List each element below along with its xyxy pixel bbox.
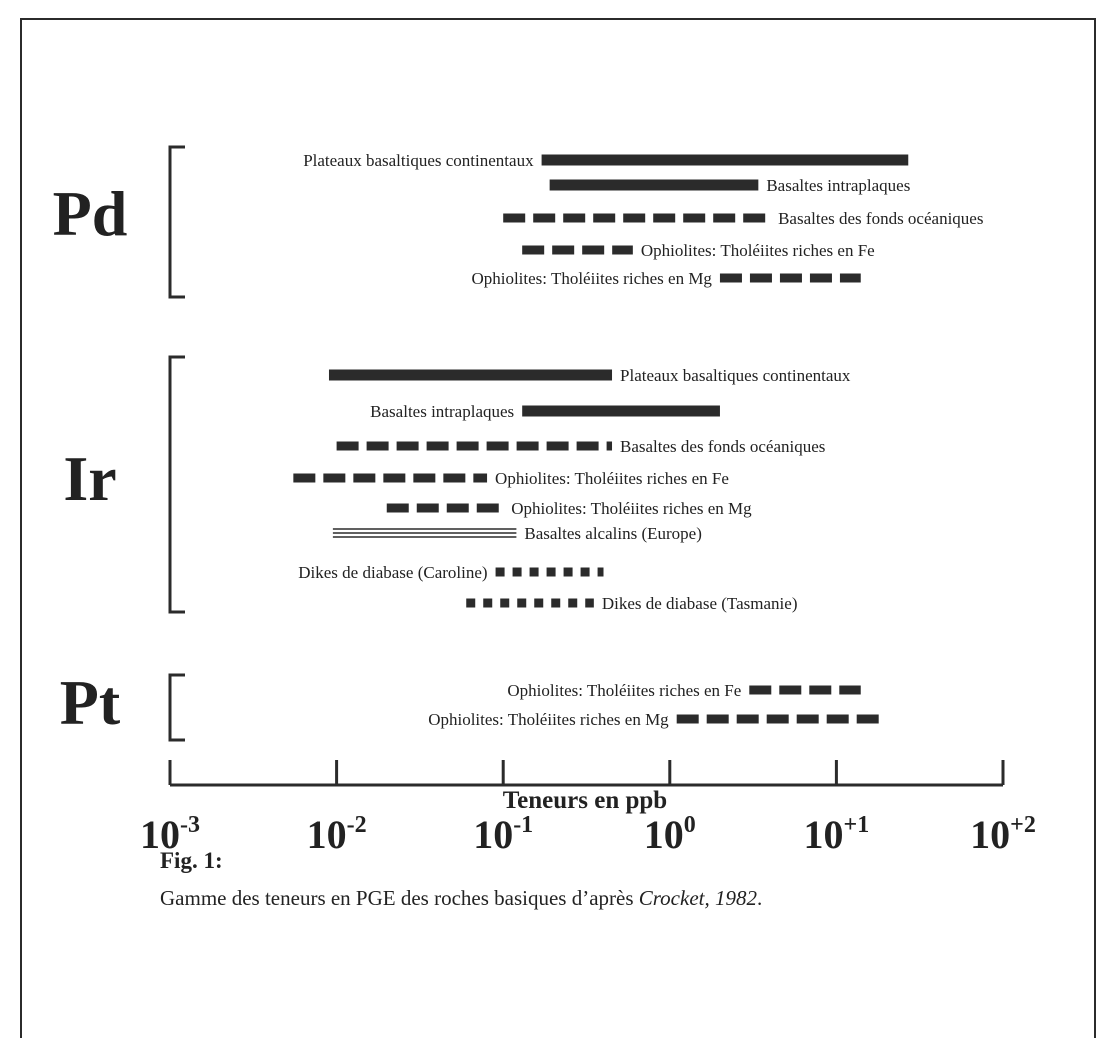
x-tick-label: 10+1 (804, 812, 870, 857)
caption-end: . (757, 886, 762, 910)
figure-title: Fig. 1: (160, 848, 223, 873)
range-label-pd-ophiolites-tholeiites-riches-en-fe: Ophiolites: Tholéiites riches en Fe (641, 241, 875, 260)
x-tick-label: 100 (644, 812, 696, 857)
range-label-ir-basaltes-alcalins-europe: Basaltes alcalins (Europe) (524, 524, 702, 543)
bracket-ir (168, 355, 185, 614)
x-axis-title: Teneurs en ppb (503, 787, 667, 814)
range-label-pd-ophiolites-tholeiites-riches-en-mg: Ophiolites: Tholéiites riches en Mg (471, 269, 712, 288)
group-label-pd: Pd (53, 178, 128, 249)
range-label-ir-basaltes-intraplaques: Basaltes intraplaques (370, 402, 514, 421)
range-label-pd-basaltes-intraplaques: Basaltes intraplaques (766, 176, 910, 195)
range-label-pt-ophiolites-tholeiites-riches-en-fe: Ophiolites: Tholéiites riches en Fe (507, 681, 741, 700)
figure-caption: Gamme des teneurs en PGE des roches basi… (160, 886, 762, 910)
range-label-ir-dikes-de-diabase-tasmanie: Dikes de diabase (Tasmanie) (602, 594, 798, 613)
x-tick-label: 10-1 (473, 812, 533, 857)
range-label-pd-plateaux-basaltiques-continentaux: Plateaux basaltiques continentaux (303, 151, 534, 170)
range-label-ir-ophiolites-tholeiites-riches-en-mg: Ophiolites: Tholéiites riches en Mg (511, 499, 752, 518)
figure-frame (20, 18, 1096, 1038)
range-label-ir-dikes-de-diabase-caroline: Dikes de diabase (Caroline) (298, 563, 487, 582)
group-label-ir: Ir (63, 443, 116, 514)
caption-text: Gamme des teneurs en PGE des roches basi… (160, 886, 639, 910)
bracket-pt (168, 673, 185, 742)
x-tick-label: 10-2 (307, 812, 367, 857)
range-label-ir-basaltes-des-fonds-oceaniques: Basaltes des fonds océaniques (620, 437, 825, 456)
bracket-pd (168, 145, 185, 299)
x-tick-labels: 10-3 10-2 10-1 100 10+1 10+2 (140, 812, 1036, 857)
range-bars (293, 154, 909, 724)
range-bar-ir-basaltes-alcalins-europe (332, 528, 517, 538)
range-labels: Plateaux basaltiques continentaux Basalte… (298, 151, 983, 729)
caption-reference: Crocket, 1982 (639, 886, 758, 910)
x-tick-label: 10-3 (140, 812, 200, 857)
group-brackets (168, 145, 185, 742)
group-labels: Pd Ir Pt (53, 178, 128, 738)
group-label-pt: Pt (60, 667, 121, 738)
range-label-ir-plateaux-basaltiques-continentaux: Plateaux basaltiques continentaux (620, 366, 851, 385)
x-tick-label: 10+2 (970, 812, 1036, 857)
range-label-pd-basaltes-des-fonds-oceaniques: Basaltes des fonds océaniques (778, 209, 983, 228)
x-axis (168, 760, 1005, 787)
range-label-pt-ophiolites-tholeiites-riches-en-mg: Ophiolites: Tholéiites riches en Mg (428, 710, 669, 729)
range-label-ir-ophiolites-tholeiites-riches-en-fe: Ophiolites: Tholéiites riches en Fe (495, 469, 729, 488)
